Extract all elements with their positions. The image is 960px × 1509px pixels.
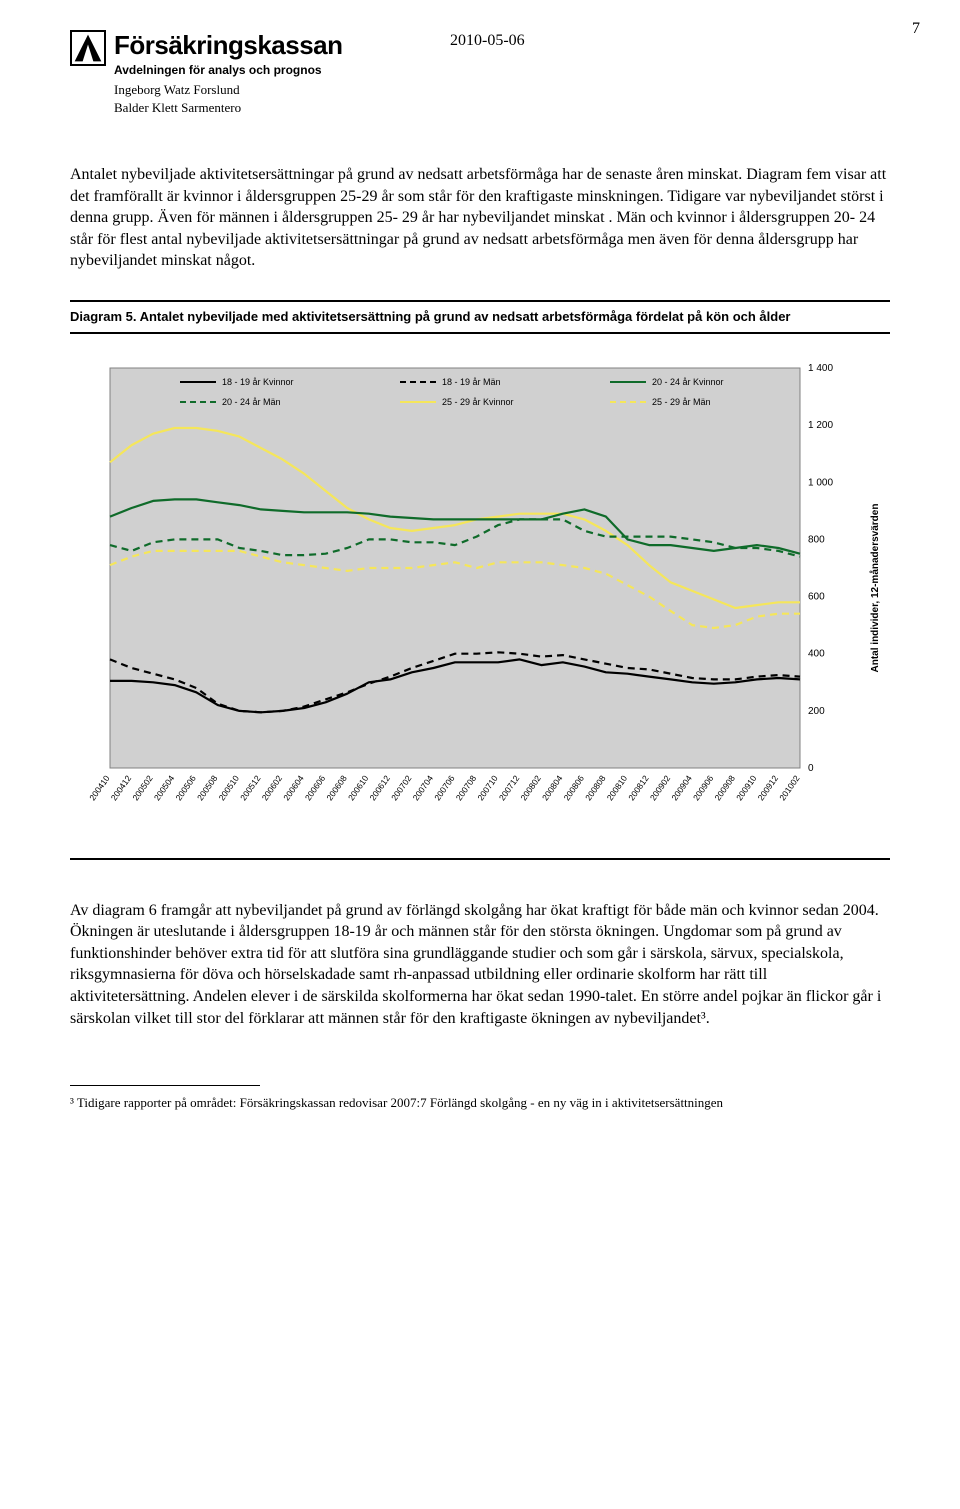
svg-text:200706: 200706: [432, 773, 457, 802]
svg-text:200512: 200512: [238, 773, 263, 802]
department-name: Avdelningen för analys och prognos: [114, 63, 343, 77]
document-date: 2010-05-06: [450, 32, 525, 50]
svg-text:200708: 200708: [454, 773, 479, 802]
svg-text:400: 400: [808, 648, 825, 659]
svg-text:20 - 24 år Kvinnor: 20 - 24 år Kvinnor: [652, 377, 724, 387]
svg-text:200906: 200906: [691, 773, 716, 802]
paragraph-1: Antalet nybeviljade aktivitetsersättning…: [70, 164, 890, 272]
svg-text:200808: 200808: [583, 773, 608, 802]
svg-text:200712: 200712: [497, 773, 522, 802]
svg-text:Antal individer, 12-månadersvä: Antal individer, 12-månadersvärden: [869, 503, 881, 672]
paragraph-2: Av diagram 6 framgår att nybeviljandet p…: [70, 900, 890, 1030]
svg-text:200506: 200506: [173, 773, 198, 802]
svg-text:200610: 200610: [346, 773, 371, 802]
svg-text:200608: 200608: [324, 773, 349, 802]
svg-text:200804: 200804: [540, 773, 565, 802]
svg-text:200612: 200612: [367, 773, 392, 802]
svg-text:600: 600: [808, 591, 825, 602]
chart-caption-block: Diagram 5. Antalet nybeviljade med aktiv…: [70, 300, 890, 334]
page-header: Försäkringskassan Avdelningen för analys…: [70, 30, 890, 116]
svg-text:25 - 29 år Män: 25 - 29 år Män: [652, 397, 711, 407]
svg-text:200704: 200704: [411, 773, 436, 802]
svg-text:200604: 200604: [281, 773, 306, 802]
svg-text:18 - 19 år Kvinnor: 18 - 19 år Kvinnor: [222, 377, 294, 387]
author-list: Ingeborg Watz Forslund Balder Klett Sarm…: [114, 81, 343, 116]
svg-text:200602: 200602: [260, 773, 285, 802]
svg-text:0: 0: [808, 763, 814, 774]
svg-text:20 - 24 år Män: 20 - 24 år Män: [222, 397, 281, 407]
org-name: Försäkringskassan: [114, 30, 343, 61]
svg-text:200710: 200710: [475, 773, 500, 802]
svg-text:200802: 200802: [518, 773, 543, 802]
svg-text:200502: 200502: [130, 773, 155, 802]
svg-text:200508: 200508: [195, 773, 220, 802]
svg-text:200510: 200510: [217, 773, 242, 802]
svg-text:200412: 200412: [109, 773, 134, 802]
svg-text:200904: 200904: [669, 773, 694, 802]
chart-5: 18 - 19 år Kvinnor 18 - 19 år Män 20 - 24 …: [70, 358, 890, 838]
svg-text:200606: 200606: [303, 773, 328, 802]
svg-text:200902: 200902: [648, 773, 673, 802]
svg-text:1 000: 1 000: [808, 477, 833, 488]
svg-text:200812: 200812: [626, 773, 651, 802]
svg-text:18 - 19 år Män: 18 - 19 år Män: [442, 377, 501, 387]
author-2: Balder Klett Sarmentero: [114, 99, 343, 117]
svg-text:201002: 201002: [777, 773, 802, 802]
logo-icon: [70, 30, 106, 66]
svg-text:1 400: 1 400: [808, 363, 833, 374]
svg-text:1 200: 1 200: [808, 420, 833, 431]
svg-text:200912: 200912: [756, 773, 781, 802]
footnote: ³ Tidigare rapporter på området: Försäkr…: [70, 1094, 890, 1112]
svg-text:200806: 200806: [562, 773, 587, 802]
svg-text:200: 200: [808, 705, 825, 716]
svg-text:25 - 29 år Kvinnor: 25 - 29 år Kvinnor: [442, 397, 514, 407]
svg-text:200810: 200810: [605, 773, 630, 802]
footnote-rule: [70, 1085, 260, 1086]
svg-text:200410: 200410: [87, 773, 112, 802]
svg-text:200702: 200702: [389, 773, 414, 802]
svg-text:200908: 200908: [712, 773, 737, 802]
svg-text:200504: 200504: [152, 773, 177, 802]
svg-text:800: 800: [808, 534, 825, 545]
chart-caption: Diagram 5. Antalet nybeviljade med aktiv…: [70, 308, 890, 326]
author-1: Ingeborg Watz Forslund: [114, 81, 343, 99]
divider: [70, 858, 890, 860]
svg-text:200910: 200910: [734, 773, 759, 802]
page-number: 7: [912, 20, 920, 38]
